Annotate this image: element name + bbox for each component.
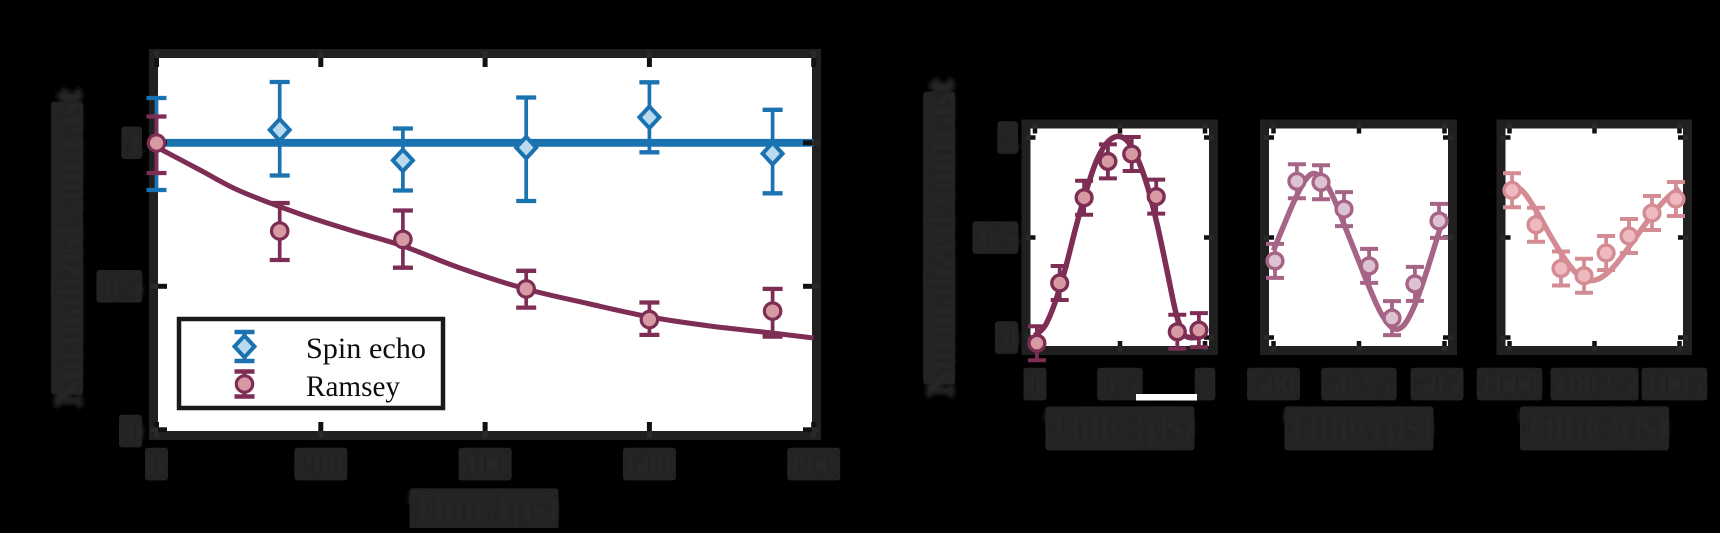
svg-text:Spin echo: Spin echo (306, 332, 426, 365)
svg-text:0: 0 (1003, 322, 1018, 355)
svg-text:600: 600 (627, 448, 672, 481)
svg-text:Normalized contrast: Normalized contrast (48, 91, 88, 406)
svg-text:0: 0 (149, 448, 164, 481)
svg-text:0.5: 0.5 (981, 222, 1019, 255)
svg-text:505: 505 (1415, 368, 1460, 401)
svg-text:200: 200 (298, 448, 343, 481)
svg-text:Time (μs): Time (μs) (1047, 405, 1194, 445)
svg-text:1000: 1000 (1480, 368, 1540, 401)
svg-text:Time (μs): Time (μs) (1286, 405, 1433, 445)
svg-text:1: 1 (127, 127, 142, 160)
svg-text:1: 1 (1003, 122, 1018, 155)
svg-text:Ramsey: Ramsey (306, 370, 400, 403)
svg-text:500: 500 (1251, 368, 1296, 401)
svg-text:0.5: 0.5 (105, 270, 143, 303)
svg-text:Normalized contrast: Normalized contrast (920, 81, 960, 396)
svg-text:1: 1 (1198, 368, 1213, 401)
svg-text:Time (μs): Time (μs) (411, 487, 558, 527)
svg-text:Time (μs): Time (μs) (1521, 405, 1668, 445)
svg-text:0: 0 (127, 415, 142, 448)
svg-text:1002.5: 1002.5 (1553, 368, 1636, 401)
svg-text:0.5: 0.5 (1101, 368, 1139, 401)
svg-text:0: 0 (1028, 368, 1043, 401)
svg-text:800: 800 (791, 448, 836, 481)
svg-text:400: 400 (463, 448, 508, 481)
svg-text:1005: 1005 (1644, 368, 1704, 401)
svg-text:502.5: 502.5 (1325, 368, 1393, 401)
